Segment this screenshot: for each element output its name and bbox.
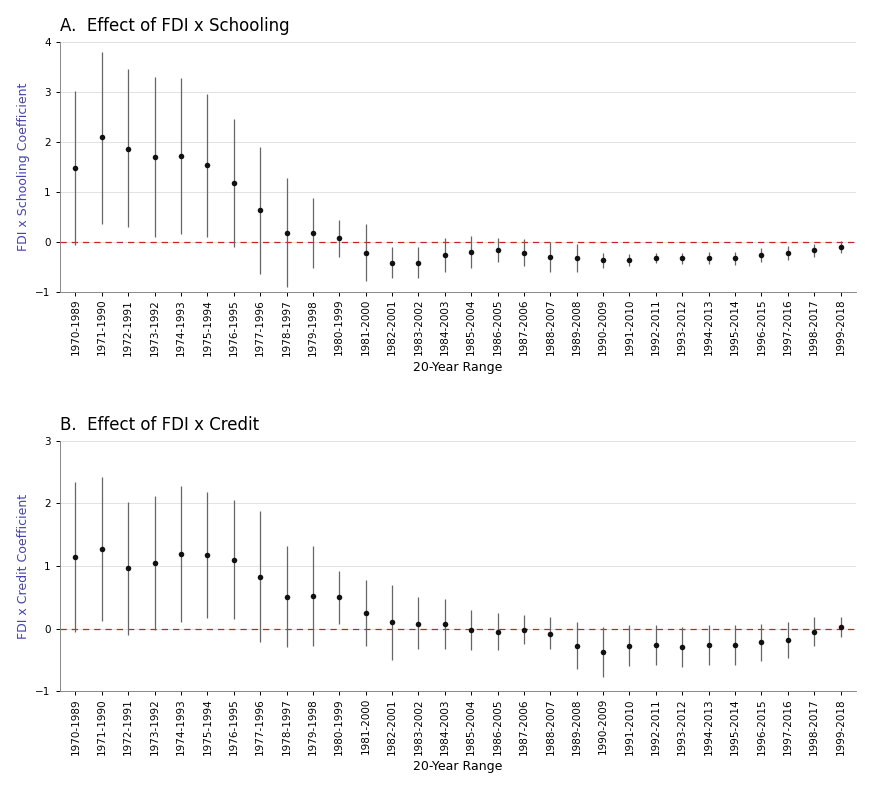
- Point: [333, 591, 347, 604]
- Point: [121, 562, 135, 574]
- Point: [359, 246, 373, 259]
- Point: [728, 639, 742, 652]
- Point: [253, 204, 267, 216]
- Y-axis label: FDI x Credit Coefficient: FDI x Credit Coefficient: [17, 494, 30, 638]
- Y-axis label: FDI x Schooling Coefficient: FDI x Schooling Coefficient: [17, 83, 30, 251]
- Point: [622, 254, 636, 266]
- Point: [385, 257, 399, 269]
- Point: [622, 640, 636, 653]
- Point: [121, 143, 135, 156]
- Point: [702, 251, 716, 264]
- Point: [675, 252, 689, 265]
- Point: [649, 251, 663, 264]
- Point: [437, 249, 451, 261]
- Point: [834, 620, 848, 633]
- Point: [491, 626, 505, 638]
- Point: [95, 130, 109, 143]
- Point: [333, 232, 347, 245]
- Point: [834, 241, 848, 254]
- Point: [543, 627, 557, 640]
- Point: [464, 246, 478, 258]
- Point: [437, 618, 451, 630]
- X-axis label: 20-Year Range: 20-Year Range: [413, 361, 503, 374]
- Point: [148, 151, 162, 164]
- Point: [68, 161, 82, 174]
- Point: [702, 639, 716, 652]
- Point: [306, 589, 320, 602]
- Point: [517, 246, 531, 259]
- Point: [780, 634, 794, 646]
- Point: [174, 149, 188, 162]
- Point: [728, 252, 742, 265]
- X-axis label: 20-Year Range: 20-Year Range: [413, 760, 503, 773]
- Point: [148, 557, 162, 570]
- Point: [808, 626, 821, 638]
- Point: [227, 176, 241, 189]
- Point: [253, 570, 267, 583]
- Point: [649, 639, 663, 652]
- Point: [95, 542, 109, 555]
- Point: [754, 249, 768, 261]
- Point: [491, 244, 505, 257]
- Point: [675, 641, 689, 653]
- Point: [464, 623, 478, 636]
- Point: [359, 607, 373, 619]
- Point: [201, 159, 215, 171]
- Text: B.  Effect of FDI x Credit: B. Effect of FDI x Credit: [59, 416, 258, 434]
- Point: [570, 251, 584, 264]
- Point: [306, 227, 320, 239]
- Point: [596, 254, 610, 267]
- Point: [517, 623, 531, 636]
- Point: [227, 554, 241, 566]
- Point: [543, 250, 557, 263]
- Point: [201, 548, 215, 561]
- Point: [279, 591, 293, 604]
- Point: [780, 246, 794, 259]
- Point: [596, 646, 610, 659]
- Point: [754, 636, 768, 649]
- Point: [174, 547, 188, 560]
- Text: A.  Effect of FDI x Schooling: A. Effect of FDI x Schooling: [59, 17, 289, 35]
- Point: [808, 244, 821, 257]
- Point: [385, 616, 399, 629]
- Point: [411, 617, 425, 630]
- Point: [68, 551, 82, 563]
- Point: [570, 640, 584, 653]
- Point: [279, 227, 293, 239]
- Point: [411, 257, 425, 269]
